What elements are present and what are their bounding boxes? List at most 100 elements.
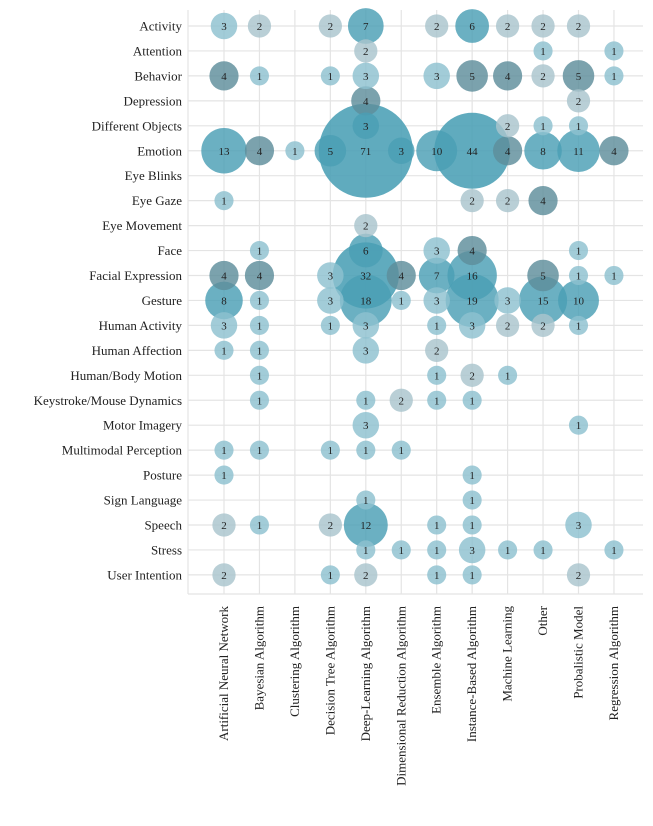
bubble-label-attention-deep-learning-algorithm: 2 (363, 46, 369, 58)
bubble-label-keystroke-mouse-dynamics-ensemble-algorithm: 1 (434, 395, 440, 407)
bubble-emotion-regression-algorithm (599, 136, 629, 166)
bubble-label-different-objects-probalistic-model: 1 (576, 121, 582, 133)
bubble-behavior-regression-algorithm (604, 66, 624, 86)
bubble-label-multimodal-perception-artificial-neural-network: 1 (221, 445, 227, 457)
bubble-label-stress-machine-learning: 1 (505, 545, 511, 557)
bubble-speech-artificial-neural-network (212, 513, 236, 537)
bubble-label-gesture-decision-tree-algorithm: 3 (328, 295, 334, 307)
bubble-label-keystroke-mouse-dynamics-deep-learning-algorithm: 1 (363, 395, 369, 407)
bubble-label-eye-movement-deep-learning-algorithm: 2 (363, 221, 369, 233)
bubble-label-human-activity-probalistic-model: 1 (576, 320, 582, 332)
bubble-label-human-activity-instance-based-algorithm: 3 (469, 320, 475, 332)
bubble-label-gesture-probalistic-model: 10 (573, 295, 585, 307)
bubble-facial-expression-bayesian-algorithm (244, 260, 275, 291)
bubble-human-activity-artificial-neural-network (210, 312, 238, 339)
row-label-user-intention: User Intention (107, 567, 182, 582)
bubble-label-human-activity-machine-learning: 2 (505, 320, 511, 332)
bubble-multimodal-perception-artificial-neural-network (214, 440, 234, 460)
bubble-user-intention-artificial-neural-network (212, 563, 236, 587)
bubble-eye-gaze-artificial-neural-network (214, 191, 234, 211)
bubble-emotion-deep-learning-algorithm (318, 103, 413, 198)
bubble-multimodal-perception-bayesian-algorithm (249, 440, 269, 460)
row-label-speech: Speech (144, 518, 182, 533)
bubble-label-user-intention-ensemble-algorithm: 1 (434, 570, 440, 582)
bubble-gesture-decision-tree-algorithm (317, 287, 344, 314)
row-label-human-body-motion: Human/Body Motion (70, 368, 182, 383)
bubble-activity-bayesian-algorithm (247, 14, 272, 38)
bubble-gesture-deep-learning-algorithm (339, 274, 392, 327)
row-label-human-affection: Human Affection (92, 343, 183, 358)
column-label-regression-algorithm: Regression Algorithm (606, 606, 621, 720)
bubble-label-user-intention-probalistic-model: 2 (576, 570, 582, 582)
bubble-stress-deep-learning-algorithm (356, 540, 376, 560)
bubble-label-attention-other: 1 (540, 46, 546, 58)
bubble-label-human-body-motion-instance-based-algorithm: 2 (469, 370, 475, 382)
bubble-human-body-motion-instance-based-algorithm (460, 363, 484, 387)
bubble-facial-expression-instance-based-algorithm (447, 250, 497, 301)
bubble-label-gesture-machine-learning: 3 (505, 295, 511, 307)
bubble-label-facial-expression-deep-learning-algorithm: 32 (360, 271, 371, 283)
bubble-stress-other (533, 540, 553, 560)
bubble-facial-expression-probalistic-model (568, 265, 589, 286)
bubble-value-labels: 3 2 2 7 2 6 2 2 22 1 14 1 1 3 3 5 4 2 5 14 23 2 1 113 4 1 5 71 3 10 44… (219, 21, 618, 582)
bubble-label-speech-instance-based-algorithm: 1 (469, 520, 475, 532)
bubble-label-different-objects-deep-learning-algorithm: 3 (363, 121, 369, 133)
bubble-activity-decision-tree-algorithm (318, 14, 342, 38)
row-label-attention: Attention (133, 43, 183, 58)
bubble-user-intention-instance-based-algorithm (462, 565, 482, 585)
bubble-label-emotion-machine-learning: 4 (505, 146, 511, 158)
bubble-activity-machine-learning (495, 14, 520, 38)
bubble-human-activity-machine-learning (495, 313, 520, 338)
bubble-face-bayesian-algorithm (249, 241, 269, 261)
bubble-label-gesture-dimensional-reduction-algorithm: 1 (399, 295, 405, 307)
column-label-deep-learning-algorithm: Deep-Learning Algorithm (358, 606, 373, 741)
bubble-emotion-other (524, 131, 562, 170)
bubble-label-behavior-ensemble-algorithm: 3 (434, 71, 440, 83)
bubble-label-emotion-dimensional-reduction-algorithm: 3 (399, 146, 405, 158)
bubble-label-human-activity-deep-learning-algorithm: 3 (363, 320, 369, 332)
bubble-label-human-body-motion-ensemble-algorithm: 1 (434, 370, 440, 382)
column-label-ensemble-algorithm: Ensemble Algorithm (429, 606, 444, 714)
bubble-different-objects-deep-learning-algorithm (352, 112, 380, 140)
column-label-other: Other (535, 605, 550, 635)
bubble-sign-language-deep-learning-algorithm (356, 490, 376, 510)
bubble-emotion-decision-tree-algorithm (314, 134, 347, 167)
row-labels: Activity Attention Behavior Depression Diffe… (34, 19, 183, 583)
bubble-label-multimodal-perception-deep-learning-algorithm: 1 (363, 445, 369, 457)
bubble-keystroke-mouse-dynamics-deep-learning-algorithm (356, 390, 376, 410)
bubble-user-intention-deep-learning-algorithm (354, 563, 378, 587)
bubble-different-objects-probalistic-model (568, 116, 589, 136)
bubble-human-affection-deep-learning-algorithm (352, 337, 380, 364)
row-label-multimodal-perception: Multimodal Perception (62, 443, 183, 458)
bubble-user-intention-ensemble-algorithm (427, 565, 447, 585)
bubble-label-facial-expression-other: 5 (540, 271, 546, 283)
bubble-label-human-affection-bayesian-algorithm: 1 (257, 345, 263, 357)
bubble-label-facial-expression-bayesian-algorithm: 4 (257, 271, 263, 283)
bubble-label-eye-gaze-artificial-neural-network: 1 (221, 196, 227, 208)
bubble-behavior-machine-learning (493, 61, 523, 91)
column-label-probalistic-model: Probalistic Model (571, 606, 586, 699)
bubble-gesture-ensemble-algorithm (423, 287, 450, 314)
bubble-activity-artificial-neural-network (210, 12, 238, 40)
bubble-label-user-intention-artificial-neural-network: 2 (221, 570, 227, 582)
column-label-dimensional-reduction-algorithm: Dimensional Reduction Algorithm (393, 606, 408, 786)
bubble-human-body-motion-bayesian-algorithm (249, 365, 269, 385)
bubble-face-instance-based-algorithm (457, 235, 487, 266)
bubble-behavior-other (531, 64, 555, 88)
bubble-gesture-other (518, 276, 568, 325)
row-label-sign-language: Sign Language (104, 493, 183, 508)
bubble-posture-instance-based-algorithm (462, 465, 482, 485)
bubble-label-behavior-instance-based-algorithm: 5 (469, 71, 475, 83)
bubble-emotion-artificial-neural-network (201, 128, 247, 174)
bubble-label-facial-expression-regression-algorithm: 1 (611, 271, 617, 283)
bubble-label-facial-expression-ensemble-algorithm: 7 (434, 271, 440, 283)
bubble-eye-movement-deep-learning-algorithm (354, 213, 378, 238)
bubble-label-emotion-regression-algorithm: 4 (611, 146, 617, 158)
bubble-label-facial-expression-dimensional-reduction-algorithm: 4 (399, 271, 405, 283)
bubble-behavior-bayesian-algorithm (249, 66, 269, 86)
bubble-label-activity-deep-learning-algorithm: 7 (363, 21, 369, 33)
bubble-different-objects-other (533, 116, 553, 136)
bubble-label-activity-bayesian-algorithm: 2 (257, 21, 263, 33)
bubble-speech-deep-learning-algorithm (343, 503, 388, 547)
